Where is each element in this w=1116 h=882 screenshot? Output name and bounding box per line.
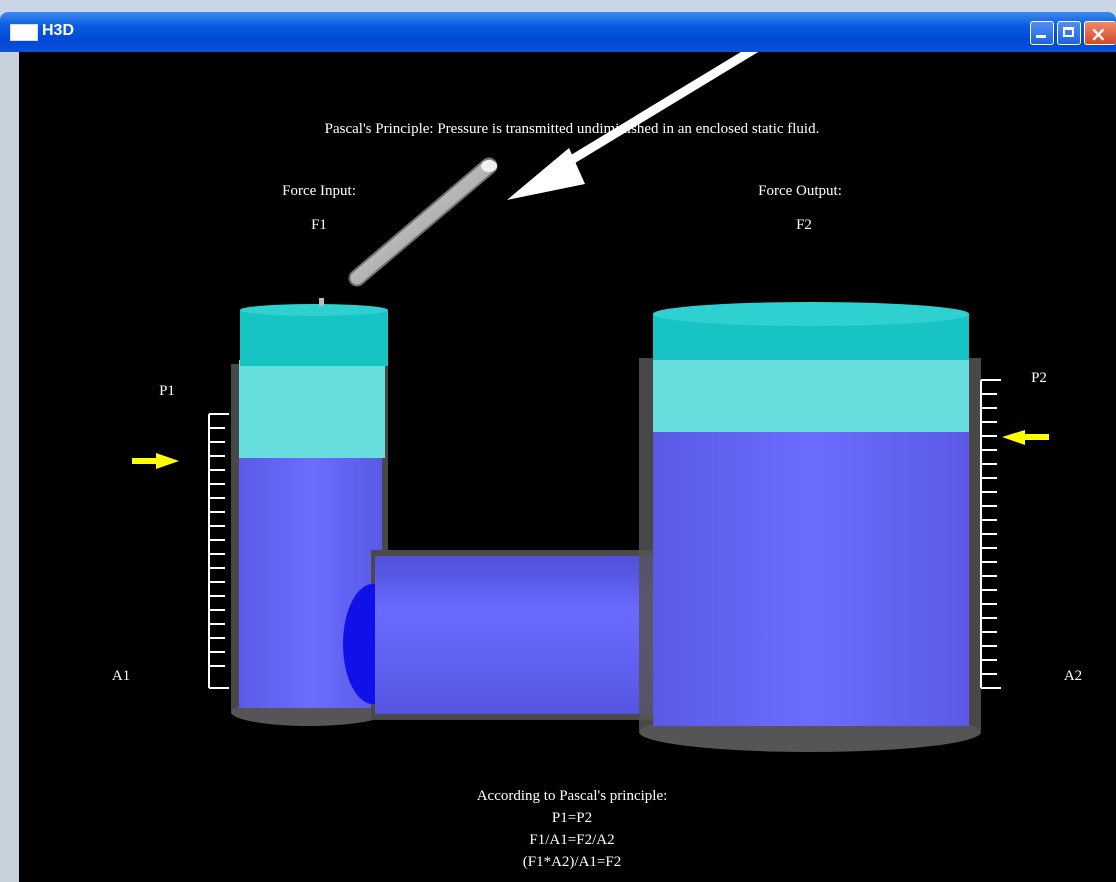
pressure-right-label: P2: [1031, 370, 1047, 386]
area-right-label: A2: [1063, 668, 1083, 684]
maximize-button[interactable]: [1057, 21, 1081, 45]
force-output-label: Force Output:: [758, 183, 842, 199]
pressure-left-label: P1: [159, 383, 175, 399]
force-output-symbol: F2: [796, 217, 812, 233]
3d-viewport[interactable]: Pascal's Principle: Pressure is transmit…: [19, 52, 1116, 882]
minimize-button[interactable]: [1030, 21, 1054, 45]
pointer-arrow-icon: [507, 52, 759, 200]
minimize-icon: [1036, 35, 1046, 38]
force-input-symbol: F1: [311, 217, 327, 233]
app-icon: [10, 24, 38, 41]
equation-line-3: (F1*A2)/A1=F2: [522, 854, 622, 870]
right-pressure-scale: [980, 379, 1001, 689]
principle-statement: Pascal's Principle: Pressure is transmit…: [324, 121, 820, 137]
force-input-label: Force Input:: [282, 183, 356, 199]
window-frame-left: [0, 52, 19, 882]
left-pressure-scale: [208, 413, 229, 689]
area-left-label: A1: [111, 668, 131, 684]
title-bar[interactable]: H3D ×: [0, 12, 1116, 52]
hydraulic-scene: [132, 52, 1049, 752]
close-icon: ×: [1090, 22, 1107, 46]
large-cylinder: [639, 302, 981, 752]
equation-line-1: P1=P2: [551, 810, 593, 826]
small-cylinder: [231, 298, 388, 726]
explanation-heading: According to Pascal's principle:: [476, 788, 668, 804]
close-button[interactable]: ×: [1084, 21, 1116, 46]
right-pressure-indicator-icon: [1002, 430, 1049, 445]
connecting-pipe: [343, 550, 677, 720]
equation-line-2: F1/A1=F2/A2: [529, 832, 615, 848]
window-title: H3D: [42, 22, 75, 39]
left-pressure-indicator-icon: [132, 453, 179, 469]
maximize-icon: [1063, 27, 1074, 37]
push-rod[interactable]: [348, 157, 498, 287]
